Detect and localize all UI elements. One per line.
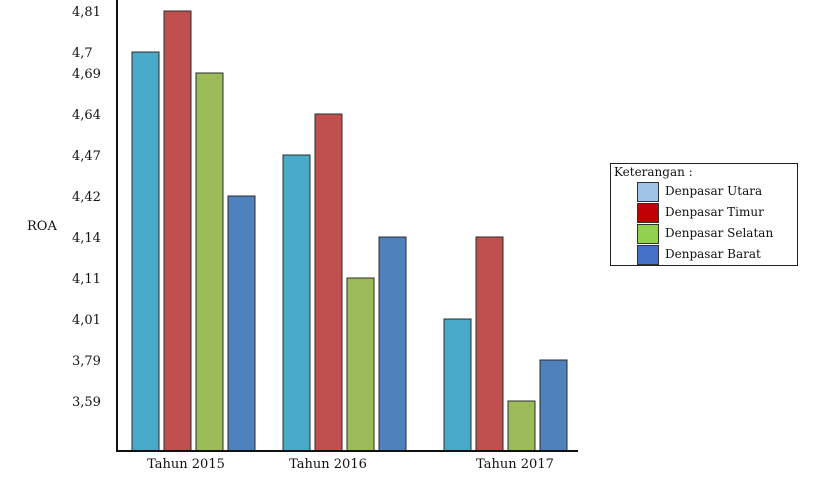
bar <box>282 154 311 452</box>
legend-item: Denpasar Barat <box>637 245 797 265</box>
legend-title: Keterangan : <box>614 165 693 179</box>
bar <box>131 51 160 452</box>
legend-label: Denpasar Utara <box>665 184 763 198</box>
legend: Keterangan : Denpasar Utara Denpasar Timu… <box>610 163 798 266</box>
y-axis-label: ROA <box>27 219 57 234</box>
y-tick-label: 4,14 <box>72 231 101 246</box>
y-tick-label: 4,47 <box>72 149 101 164</box>
y-tick-label: 4,64 <box>72 108 101 123</box>
legend-swatch <box>637 203 659 223</box>
x-category-label: Tahun 2015 <box>147 457 225 472</box>
bar <box>346 277 375 452</box>
bar <box>195 72 224 452</box>
bar <box>475 236 504 452</box>
y-tick-label: 4,01 <box>72 313 101 328</box>
y-tick-labels: 4,81 4,7 4,69 4,64 4,47 4,42 4,14 4,11 4,01 3,79 3… <box>72 5 101 410</box>
legend-swatch <box>637 245 659 265</box>
y-tick-label: 4,7 <box>72 46 93 61</box>
bar <box>314 113 343 452</box>
legend-label: Denpasar Timur <box>665 205 764 219</box>
legend-item: Denpasar Utara <box>637 182 797 202</box>
y-tick-label: 3,79 <box>72 354 101 369</box>
bar <box>507 400 536 452</box>
x-category-label: Tahun 2016 <box>289 457 367 472</box>
bar <box>539 359 568 452</box>
bar <box>443 318 472 452</box>
legend-swatch <box>637 182 659 202</box>
legend-swatch <box>637 224 659 244</box>
bar <box>227 195 256 452</box>
legend-item: Denpasar Timur <box>637 203 797 223</box>
bar <box>163 10 192 452</box>
y-tick-label: 4,42 <box>72 190 101 205</box>
y-tick-label: 4,11 <box>72 272 101 287</box>
x-category-label: Tahun 2017 <box>476 457 554 472</box>
x-category-labels: Tahun 2015 Tahun 2016 Tahun 2017 <box>147 457 554 472</box>
legend-item: Denpasar Selatan <box>637 224 797 244</box>
legend-label: Denpasar Barat <box>665 247 761 261</box>
y-tick-label: 3,59 <box>72 395 101 410</box>
bar <box>378 236 407 452</box>
legend-label: Denpasar Selatan <box>665 226 774 240</box>
bars <box>131 10 568 452</box>
y-tick-label: 4,81 <box>72 5 101 20</box>
y-tick-label: 4,69 <box>72 67 101 82</box>
